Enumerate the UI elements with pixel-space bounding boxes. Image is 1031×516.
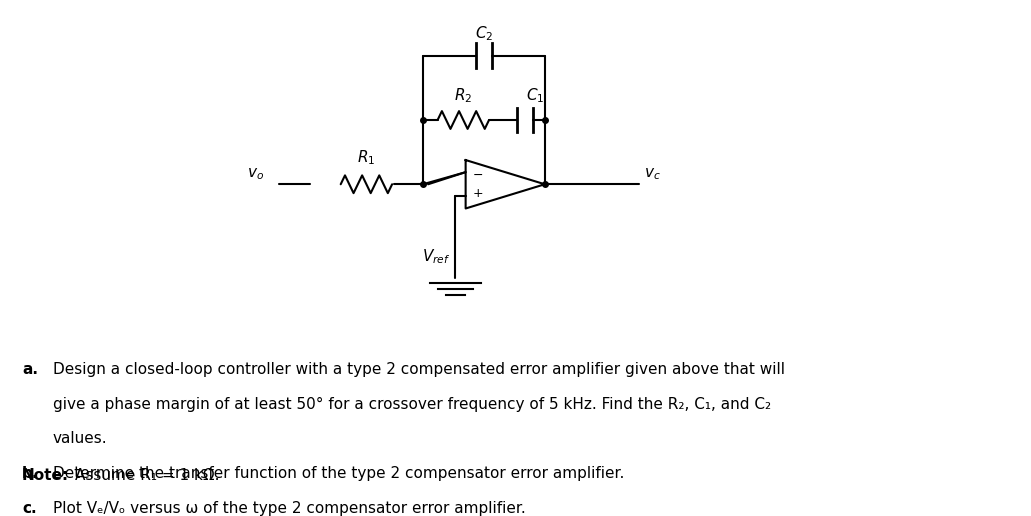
Text: $V_{ref}$: $V_{ref}$ <box>422 247 451 266</box>
Text: values.: values. <box>53 431 107 446</box>
Text: Determine the transfer function of the type 2 compensator error amplifier.: Determine the transfer function of the t… <box>53 466 624 481</box>
Text: $-$: $-$ <box>472 168 484 181</box>
Text: $R_2$: $R_2$ <box>455 87 472 105</box>
Text: a.: a. <box>22 362 38 377</box>
Text: Note:: Note: <box>22 469 69 483</box>
Text: b.: b. <box>22 466 38 481</box>
Text: c.: c. <box>22 501 36 515</box>
Text: $C_1$: $C_1$ <box>526 87 544 105</box>
Text: $R_1$: $R_1$ <box>358 148 375 167</box>
Text: Design a closed-loop controller with a type 2 compensated error amplifier given : Design a closed-loop controller with a t… <box>53 362 785 377</box>
Text: $v_c$: $v_c$ <box>644 166 661 182</box>
Text: $+$: $+$ <box>472 187 484 200</box>
Text: Plot Vₑ/Vₒ versus ω of the type 2 compensator error amplifier.: Plot Vₑ/Vₒ versus ω of the type 2 compen… <box>53 501 526 515</box>
Text: $C_2$: $C_2$ <box>474 25 493 43</box>
Text: Assume R₁ = 1 kΩ.: Assume R₁ = 1 kΩ. <box>75 469 220 483</box>
Text: $v_o$: $v_o$ <box>246 166 264 182</box>
Text: give a phase margin of at least 50° for a crossover frequency of 5 kHz. Find the: give a phase margin of at least 50° for … <box>53 397 771 412</box>
